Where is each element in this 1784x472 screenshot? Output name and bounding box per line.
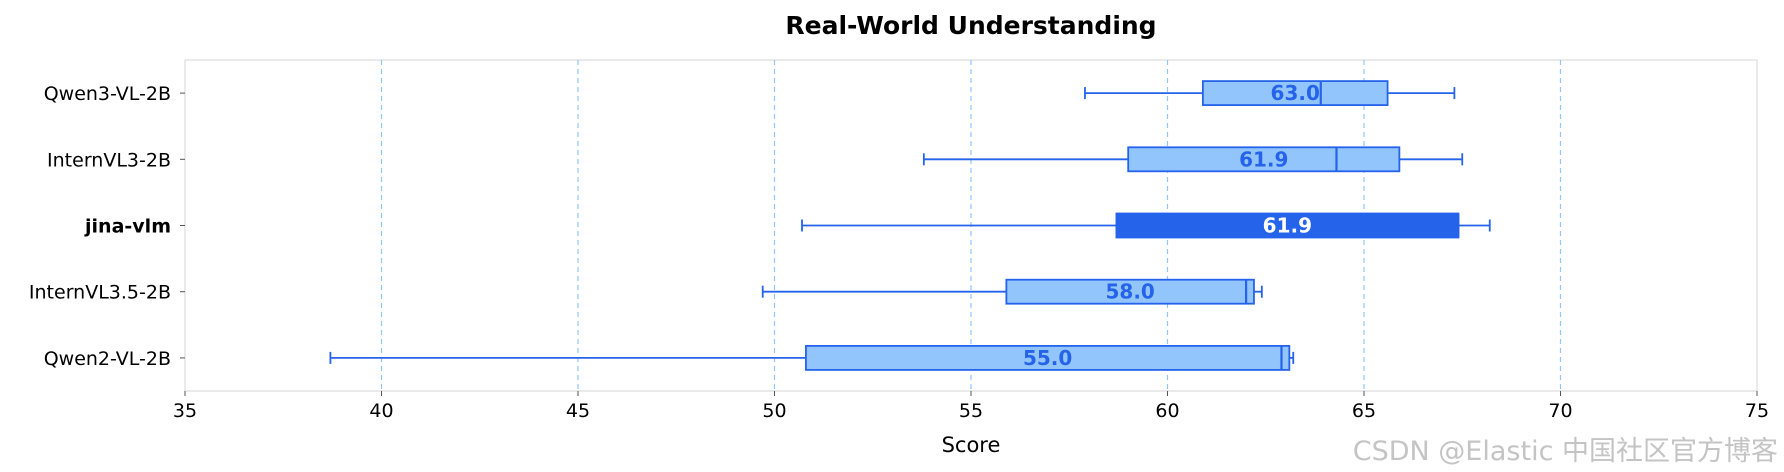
x-tick-label: 60 [1155, 400, 1179, 422]
value-label: 61.9 [1239, 147, 1288, 171]
x-tick-label: 70 [1548, 400, 1572, 422]
x-tick-label: 55 [959, 400, 983, 422]
x-axis-label: Score [942, 433, 1001, 457]
watermark: CSDN @Elastic 中国社区官方博客 [1352, 436, 1778, 467]
chart-title: Real-World Understanding [785, 11, 1156, 40]
y-tick-label: Qwen3-VL-2B [44, 83, 171, 105]
x-tick-label: 75 [1745, 400, 1769, 422]
y-tick-label: Qwen2-VL-2B [44, 348, 171, 370]
box [1127, 146, 1401, 173]
value-label: 63.0 [1271, 81, 1320, 105]
value-label: 58.0 [1105, 280, 1154, 304]
value-label: 55.0 [1023, 346, 1072, 370]
box [1005, 278, 1255, 305]
y-tick-label: jina-vlm [84, 216, 171, 238]
box [805, 344, 1291, 371]
box [1201, 80, 1389, 106]
box [1115, 212, 1460, 239]
y-tick-label: InternVL3-2B [47, 149, 171, 171]
x-tick-label: 50 [762, 400, 786, 422]
value-label: 61.9 [1263, 214, 1312, 238]
x-tick-label: 45 [566, 400, 590, 422]
y-tick-label: InternVL3.5-2B [29, 282, 171, 304]
x-tick-label: 40 [369, 400, 393, 422]
x-tick-label: 65 [1352, 400, 1376, 422]
x-tick-label: 35 [173, 400, 197, 422]
